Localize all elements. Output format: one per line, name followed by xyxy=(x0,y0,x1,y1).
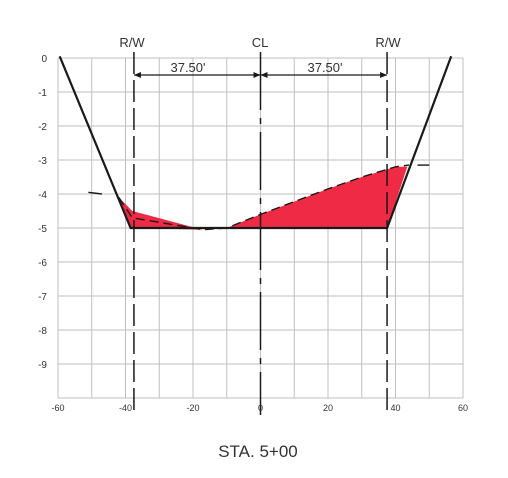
x-tick-label: 40 xyxy=(390,403,400,413)
rw-right-label: R/W xyxy=(375,35,401,50)
dimension-line xyxy=(133,72,388,78)
y-axis-ticks: 0 -1 -2 -3 -4 -5 -6 -7 -8 -9 xyxy=(38,54,47,371)
dimension-arrow xyxy=(253,72,261,78)
y-tick-label: -7 xyxy=(38,292,47,303)
station-label: STA. 5+00 xyxy=(218,442,298,461)
x-tick-label: 20 xyxy=(323,403,333,413)
ground-leader-left xyxy=(88,191,102,195)
dimension-left-label: 37.50' xyxy=(170,60,205,75)
excavation-area-right xyxy=(226,166,408,228)
right-of-way-lines xyxy=(133,52,388,415)
x-axis-ticks: -60 -40 -20 0 20 40 60 xyxy=(51,403,468,413)
x-tick-label: 60 xyxy=(458,403,468,413)
y-tick-label: -2 xyxy=(38,122,47,133)
design-section-line xyxy=(58,55,453,230)
excavation-area-left xyxy=(118,197,204,230)
dimension-arrow xyxy=(133,72,141,78)
y-tick-label: -5 xyxy=(38,224,47,235)
x-tick-label: -40 xyxy=(119,403,132,413)
dimension-right-label: 37.50' xyxy=(307,60,342,75)
y-tick-label: -3 xyxy=(38,156,47,167)
centerline-label: CL xyxy=(252,35,269,50)
dimension-arrow xyxy=(380,72,388,78)
y-tick-label: -9 xyxy=(38,360,47,371)
y-tick-label: 0 xyxy=(41,54,47,65)
y-tick-label: -8 xyxy=(38,326,47,337)
excavation-areas xyxy=(88,164,430,230)
x-tick-label: 0 xyxy=(258,403,263,413)
y-tick-label: -4 xyxy=(38,190,47,201)
y-tick-label: -6 xyxy=(38,258,47,269)
dimension-arrow xyxy=(260,72,268,78)
rw-left-label: R/W xyxy=(119,35,145,50)
x-tick-label: -20 xyxy=(186,403,199,413)
x-tick-label: -60 xyxy=(51,403,64,413)
y-tick-label: -1 xyxy=(38,88,47,99)
